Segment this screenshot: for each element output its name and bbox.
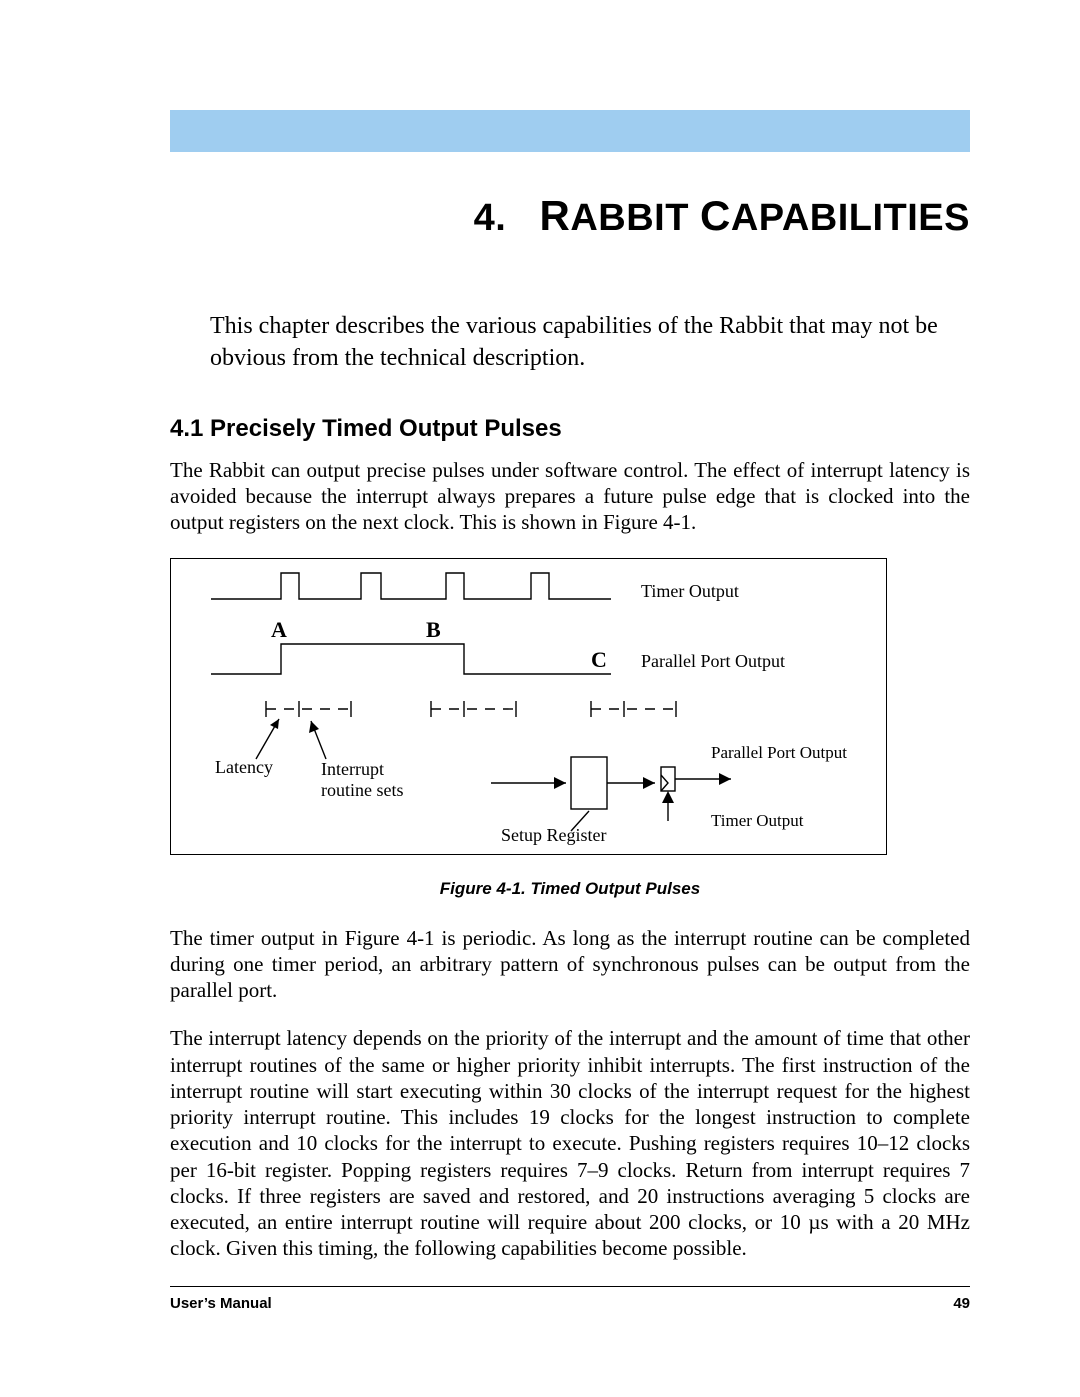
label-C: C <box>591 647 607 673</box>
label-setup-register: Setup Register <box>501 825 607 846</box>
footer-right: 49 <box>953 1295 970 1312</box>
figure-caption: Figure 4-1. Timed Output Pulses <box>170 879 970 899</box>
label-timer-output-small: Timer Output <box>711 811 803 831</box>
setup-register-box <box>571 757 607 809</box>
label-latency: Latency <box>215 757 273 778</box>
timer-waveform <box>211 573 611 599</box>
para-3: The interrupt latency depends on the pri… <box>170 1025 970 1261</box>
para-1: The Rabbit can output precise pulses und… <box>170 457 970 536</box>
label-timer-output: Timer Output <box>641 581 739 602</box>
figure-4-1: Timer Output Parallel Port Output A B C … <box>170 558 887 855</box>
chapter-intro: This chapter describes the various capab… <box>210 310 970 375</box>
chapter-header-bar <box>170 110 970 152</box>
chapter-title: 4. RABBIT CAPABILITIES <box>170 192 970 240</box>
figure-svg <box>171 559 886 854</box>
chapter-title-text: RABBIT CAPABILITIES <box>540 197 970 239</box>
label-A: A <box>271 617 287 643</box>
chapter-number: 4. <box>474 197 507 239</box>
para-2: The timer output in Figure 4-1 is period… <box>170 925 970 1004</box>
label-B: B <box>426 617 441 643</box>
label-parallel-port-output: Parallel Port Output <box>641 651 785 672</box>
section-heading: 4.1 Precisely Timed Output Pulses <box>170 415 970 443</box>
footer-left: User’s Manual <box>170 1295 272 1312</box>
port-waveform <box>211 644 611 674</box>
label-interrupt-routine: Interrupt routine sets <box>321 759 431 801</box>
page-footer: User’s Manual 49 <box>170 1286 970 1312</box>
page: 4. RABBIT CAPABILITIES This chapter desc… <box>0 0 1080 1352</box>
label-parallel-port-output-small: Parallel Port Output <box>711 743 847 763</box>
